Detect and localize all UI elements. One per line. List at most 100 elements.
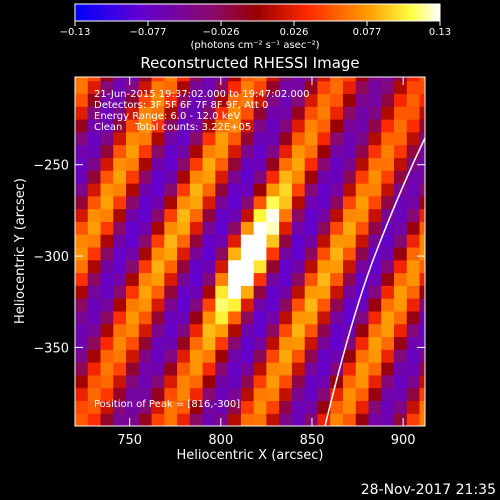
heatmap-cell [406,323,421,338]
heatmap-cell [126,259,140,274]
heatmap-cell [87,195,102,210]
heatmap-cell [253,349,268,363]
heatmap-cell [189,234,204,248]
heatmap-cell [291,259,306,274]
heatmap-cell [381,413,395,426]
heatmap-cell [164,400,178,414]
heatmap-cell [419,221,425,235]
heatmap-cell [279,106,293,120]
heatmap-cell [75,310,89,325]
heatmap-cell [113,362,127,376]
heatmap-cell [177,285,191,299]
heatmap-cell [279,119,293,133]
heatmap-cell [342,80,357,95]
heatmap-cell [330,298,344,312]
heatmap-cell [330,221,344,235]
heatmap-cell [151,349,165,363]
heatmap-cell [151,246,165,261]
heatmap-cell [419,362,425,376]
heatmap-cell [304,93,319,107]
heatmap-cell [304,195,319,210]
heatmap-cell [138,362,153,376]
heatmap-cell [279,221,293,235]
heatmap-cell [291,336,306,350]
heatmap-cell [279,208,293,222]
heatmap-cell [100,349,114,363]
heatmap-cell [381,93,395,107]
heatmap-cell [253,221,268,235]
heatmap-cell [342,77,357,82]
heatmap-cell [138,298,153,312]
heatmap-cell [279,182,293,197]
heatmap-cell [304,272,319,286]
heatmap-cell [202,170,216,184]
heatmap-cell [177,157,191,171]
heatmap-cell [279,310,293,325]
heatmap-cell [291,182,306,197]
heatmap-cell [419,106,425,120]
heatmap-cell [381,77,395,82]
heatmap-cell [406,106,421,120]
heatmap-cell [266,413,280,426]
x-axis-ticks: 750 800 850 900 [117,77,416,448]
heatmap-cell [355,119,370,133]
heatmap-cell [355,272,370,286]
heatmap-cell [381,195,395,210]
heatmap-cell [138,272,153,286]
heatmap-cell [164,144,178,158]
heatmap-cell [394,93,408,107]
heatmap-cell [355,208,370,222]
heatmap-cell [87,182,102,197]
heatmap-cell [355,234,370,248]
heatmap-cell [317,400,331,414]
heatmap-cell [151,374,165,389]
heatmap-cell [317,246,331,261]
heatmap-cell [164,323,178,338]
heatmap-cell [330,144,344,158]
heatmap-cell [100,208,114,222]
heatmap-cell [138,93,153,107]
heatmap-cell [228,182,242,197]
heatmap-cell [113,182,127,197]
heatmap-cell [342,400,357,414]
heatmap-cell [228,80,242,95]
heatmap-cell [100,234,114,248]
heatmap-cell [304,106,319,120]
heatmap-cell [304,208,319,222]
heatmap-cell [138,387,153,402]
heatmap-cell [317,93,331,107]
heatmap-cell [381,106,395,120]
heatmap-cell [355,246,370,261]
heatmap-cell [355,336,370,350]
heatmap-cell [279,131,293,146]
heatmap-cell [317,80,331,95]
heatmap-cell [419,246,425,261]
heatmap-cell [87,131,102,146]
heatmap-cell [100,323,114,338]
heatmap-cell [113,157,127,171]
heatmap-cell [126,285,140,299]
heatmap-cell [215,182,229,197]
heatmap-cell [126,93,140,107]
heatmap-cell [113,80,127,95]
heatmap-cell [342,106,357,120]
heatmap-cell [381,259,395,274]
heatmap-cell [368,106,382,120]
info-line-energy: Energy Range: 6.0 - 12.0 keV [94,111,240,122]
heatmap-cell [215,80,229,95]
heatmap-cell [266,234,280,248]
heatmap-cell [330,400,344,414]
heatmap-cell [100,106,114,120]
heatmap-cell [368,362,382,376]
heatmap-cell [240,195,255,210]
heatmap-cell [240,362,255,376]
heatmap-cell [342,182,357,197]
heatmap-cell [126,221,140,235]
heatmap-cell [215,374,229,389]
heatmap-cell [253,362,268,376]
heatmap-cell [291,93,306,107]
heatmap-cell [75,208,89,222]
info-line-clean-counts: Clean Total counts: 3.22E+05 [94,122,251,133]
heatmap-cell [406,246,421,261]
